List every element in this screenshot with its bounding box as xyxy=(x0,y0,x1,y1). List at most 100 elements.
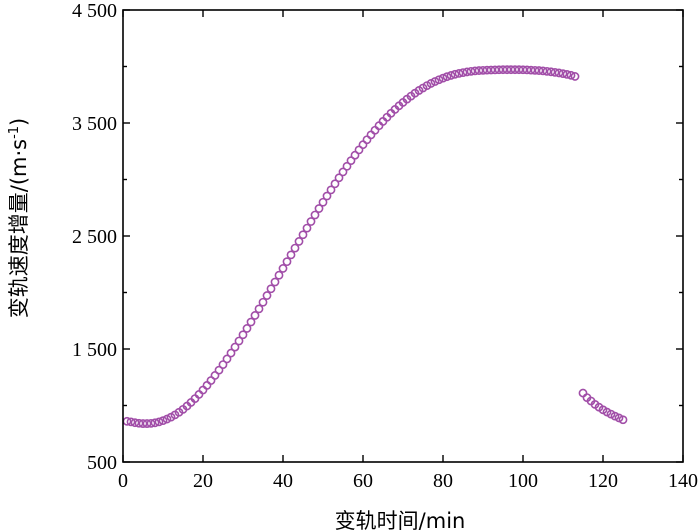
data-point xyxy=(278,264,288,273)
data-point xyxy=(146,418,156,428)
data-point xyxy=(338,167,348,177)
data-point xyxy=(126,417,136,427)
data-point xyxy=(274,270,284,280)
y-axis-title-end: ) xyxy=(7,118,31,126)
data-point xyxy=(222,354,232,364)
data-point xyxy=(230,342,240,352)
data-point xyxy=(294,237,304,246)
x-tick-label: 20 xyxy=(193,470,213,492)
data-point xyxy=(298,230,308,240)
data-point xyxy=(366,130,376,140)
y-tick-label: 3 500 xyxy=(72,113,117,135)
data-point xyxy=(450,69,460,79)
data-point xyxy=(262,291,272,300)
data-point xyxy=(266,284,276,294)
data-point xyxy=(494,65,504,75)
data-point xyxy=(570,72,580,81)
data-point xyxy=(486,65,496,75)
data-point xyxy=(226,348,236,358)
data-point xyxy=(158,416,168,426)
data-point xyxy=(522,65,532,75)
data-point xyxy=(530,65,540,75)
data-point xyxy=(258,297,268,307)
data-point xyxy=(150,418,160,428)
x-tick-label: 40 xyxy=(273,470,293,492)
plot-area xyxy=(122,65,628,428)
data-point xyxy=(558,69,568,79)
data-point xyxy=(506,65,516,75)
data-point xyxy=(370,125,380,135)
data-point xyxy=(434,75,444,85)
data-point xyxy=(218,360,228,369)
data-point xyxy=(250,311,260,320)
data-point xyxy=(198,385,208,395)
data-point xyxy=(246,317,256,327)
data-point xyxy=(142,419,152,428)
data-point xyxy=(282,257,292,267)
data-point xyxy=(542,66,552,76)
data-point xyxy=(214,365,224,375)
data-point xyxy=(518,65,528,75)
data-point xyxy=(550,67,560,77)
y-axis-title-superscript: -1 xyxy=(7,126,22,139)
data-point xyxy=(242,324,252,333)
data-point xyxy=(154,417,164,427)
data-point xyxy=(362,135,372,145)
data-point xyxy=(286,250,296,260)
data-point xyxy=(442,72,452,82)
data-point xyxy=(290,243,300,253)
data-point xyxy=(514,65,524,75)
plot-frame xyxy=(122,9,684,463)
data-point xyxy=(342,161,352,171)
y-axis-title-main: 变轨速度增量/(m·s xyxy=(7,139,31,318)
data-point xyxy=(330,179,340,189)
data-point xyxy=(318,197,328,207)
data-point xyxy=(202,380,212,390)
data-point xyxy=(134,418,144,428)
data-point xyxy=(554,68,564,78)
data-point xyxy=(310,210,320,220)
data-point xyxy=(478,65,488,75)
x-tick-label: 80 xyxy=(433,470,453,492)
data-point xyxy=(234,336,244,346)
data-point xyxy=(446,71,456,80)
x-tick-label: 0 xyxy=(118,470,128,492)
data-point xyxy=(130,418,140,428)
data-point xyxy=(306,217,316,226)
data-point xyxy=(474,66,484,75)
x-tick-label: 60 xyxy=(353,470,373,492)
data-point xyxy=(618,415,628,425)
data-point xyxy=(562,70,572,79)
y-tick-label: 500 xyxy=(87,452,117,474)
y-tick-label: 1 500 xyxy=(72,339,117,361)
data-point xyxy=(326,185,336,195)
data-point xyxy=(302,223,312,233)
x-tick-label: 120 xyxy=(588,470,618,492)
data-point xyxy=(566,70,576,80)
data-point xyxy=(322,191,332,201)
data-point xyxy=(466,66,476,76)
data-point xyxy=(510,65,520,75)
data-point xyxy=(470,66,480,76)
data-point xyxy=(138,419,148,428)
data-point xyxy=(454,68,464,78)
axes: 0 20 40 60 80 100 120 140 500 1 500 2 500 3 500 4 50… xyxy=(72,0,698,492)
data-point xyxy=(538,66,548,76)
data-point xyxy=(462,67,472,77)
data-point xyxy=(546,67,556,77)
data-point xyxy=(482,65,492,75)
data-point xyxy=(458,68,468,78)
y-tick-label: 2 500 xyxy=(72,226,117,248)
x-tick-label: 100 xyxy=(508,470,538,492)
x-tick-label: 140 xyxy=(668,470,698,492)
data-point xyxy=(334,173,344,183)
data-point xyxy=(254,304,264,314)
y-axis-title: 变轨速度增量/(m·s-1) xyxy=(7,118,31,319)
x-axis-title: 变轨时间/min xyxy=(335,509,466,532)
data-point xyxy=(490,65,500,75)
data-point xyxy=(526,65,536,75)
data-point xyxy=(314,204,324,213)
data-point xyxy=(270,277,280,287)
data-point xyxy=(438,73,448,83)
